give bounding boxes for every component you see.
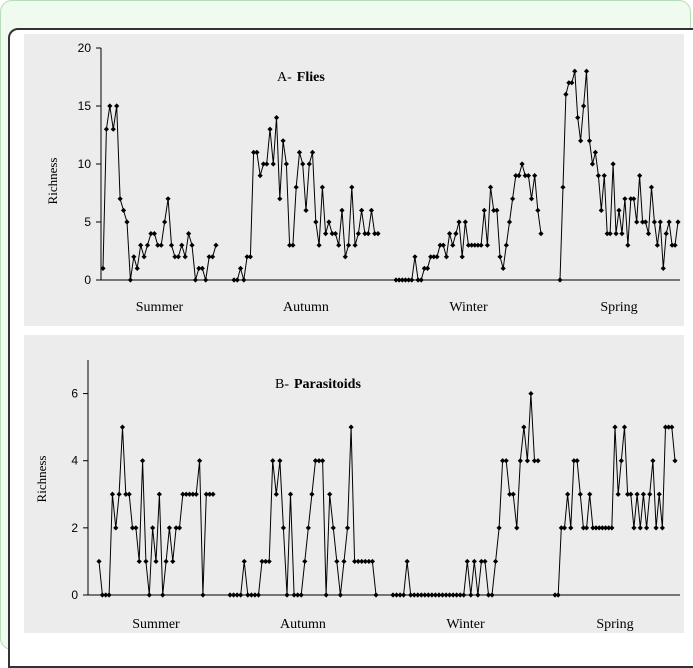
panel-parasitoids [24, 335, 684, 633]
panel-flies [24, 34, 684, 326]
